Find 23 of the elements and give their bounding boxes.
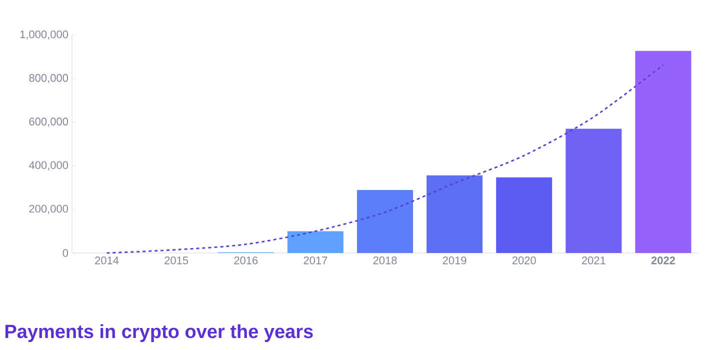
y-tick-label: 1,000,000 bbox=[20, 30, 68, 40]
bar bbox=[356, 190, 413, 253]
x-tick-label: 2020 bbox=[512, 256, 536, 264]
y-tick-label: 0 bbox=[62, 249, 68, 257]
bar bbox=[496, 177, 552, 253]
y-tick-label: 400,000 bbox=[28, 161, 68, 170]
x-tick-label: 2019 bbox=[442, 256, 466, 264]
x-tick-label: 2014 bbox=[95, 256, 119, 264]
y-tick-label: 200,000 bbox=[29, 204, 68, 214]
line-series bbox=[106, 64, 664, 254]
x-tick-label: 2016 bbox=[234, 256, 258, 264]
bar bbox=[566, 128, 622, 253]
y-tick-label: 800,000 bbox=[29, 74, 68, 84]
x-tick-label: 2022 bbox=[651, 256, 676, 264]
bar bbox=[635, 50, 692, 253]
x-tick-label: 2018 bbox=[373, 256, 397, 264]
bar bbox=[426, 175, 483, 253]
y-tick-label: 600,000 bbox=[29, 118, 68, 127]
x-tick-label: 2017 bbox=[304, 256, 328, 264]
x-tick-label: 2015 bbox=[164, 256, 188, 264]
bar bbox=[287, 231, 344, 253]
x-tick-label: 2021 bbox=[582, 256, 606, 264]
text: Payments in crypto over the years bbox=[5, 324, 313, 342]
